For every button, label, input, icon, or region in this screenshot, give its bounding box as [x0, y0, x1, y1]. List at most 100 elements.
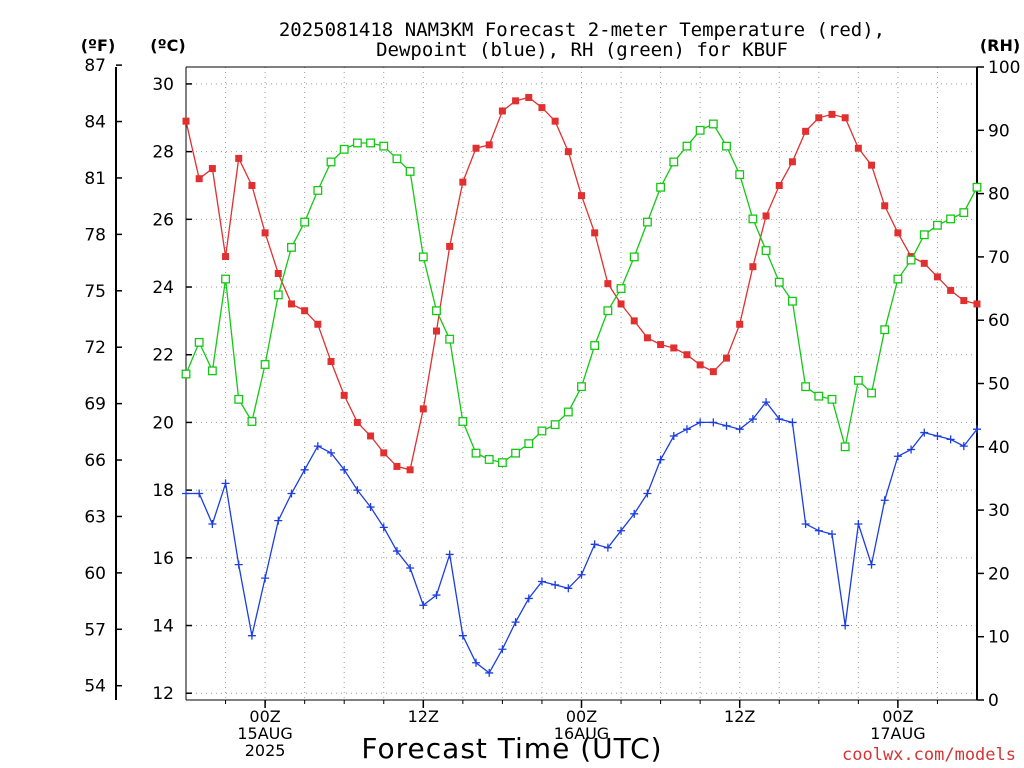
temperature-point	[683, 351, 691, 359]
rh-tick-label: 40	[988, 438, 1010, 458]
dewpoint-point	[261, 574, 270, 583]
rh-point	[590, 341, 600, 350]
dewpoint-point	[287, 489, 296, 498]
temperature-point	[432, 327, 440, 335]
rh-point	[787, 296, 797, 306]
dewpoint-point	[788, 418, 797, 427]
x-tick-label: 16AUG	[554, 724, 609, 743]
dewpoint-point	[537, 577, 546, 586]
temperature-point	[182, 117, 190, 125]
rh-point	[234, 394, 244, 404]
rh-point	[933, 220, 942, 230]
temperature-point	[340, 391, 348, 399]
temperature-point	[287, 300, 295, 308]
dewpoint-point	[524, 594, 533, 603]
grid-lines	[186, 67, 977, 700]
temperature-point	[736, 320, 744, 328]
rh-point	[537, 426, 547, 436]
rh-point	[247, 417, 257, 426]
dewpoint-point	[656, 455, 665, 464]
fahrenheit-tick-label: 54	[84, 677, 106, 697]
fahrenheit-tick-label: 81	[84, 169, 106, 189]
dewpoint-point	[511, 618, 520, 627]
rh-point	[880, 325, 890, 335]
temperature-point	[248, 181, 256, 189]
temperature-point	[802, 127, 810, 135]
dewpoint-point	[208, 519, 217, 528]
dewpoint-point	[735, 425, 744, 434]
dewpoint-point	[801, 519, 810, 528]
temperature-point	[327, 357, 335, 365]
rh-tick-label: 50	[988, 375, 1010, 395]
credit-link[interactable]: coolwx.com/models	[842, 745, 1016, 765]
temperature-point	[617, 300, 625, 308]
rh-point	[379, 141, 389, 151]
temperature-point	[472, 144, 480, 152]
temperature-point	[564, 148, 572, 156]
rh-point	[221, 274, 230, 284]
rh-point	[853, 375, 863, 385]
temperature-point	[274, 269, 282, 277]
rh-point	[405, 166, 415, 176]
rh-point	[959, 208, 969, 218]
temperature-point	[630, 317, 638, 325]
rh-point	[656, 182, 666, 192]
dewpoint-point	[893, 452, 902, 461]
rh-point	[629, 252, 639, 262]
temperature-point	[854, 144, 862, 152]
temperature-point	[367, 432, 375, 440]
dewpoint-point	[432, 591, 441, 600]
rh-point	[287, 242, 296, 252]
rh-point	[181, 369, 191, 379]
temperature-point	[578, 192, 585, 200]
temperature-point	[195, 175, 203, 183]
rh-point	[194, 337, 204, 347]
rh-point	[642, 217, 652, 227]
rh-point	[326, 157, 336, 167]
temperature-point	[723, 354, 731, 362]
temperature-point	[788, 158, 796, 166]
dewpoint-point	[920, 428, 929, 437]
celsius-tick-label: 20	[152, 413, 174, 433]
celsius-tick-label: 26	[152, 210, 174, 230]
rh-point	[695, 125, 705, 135]
temperature-point	[301, 307, 309, 315]
temperature-point	[920, 259, 928, 267]
dewpoint-point	[498, 645, 507, 654]
celsius-tick-label: 24	[152, 278, 174, 298]
temperature-point	[591, 229, 599, 237]
celsius-tick-label: 28	[152, 143, 174, 163]
dewpoint-point	[551, 580, 560, 589]
celsius-tick-label: 16	[152, 549, 174, 569]
dewpoint-point	[340, 465, 349, 474]
rh-point	[814, 391, 824, 401]
dewpoint-point	[907, 445, 916, 454]
rh-point	[563, 407, 573, 417]
dewpoint-point	[682, 425, 691, 434]
fahrenheit-tick-label: 63	[84, 507, 106, 527]
dewpoint-point	[445, 550, 454, 559]
rh-point	[550, 420, 560, 430]
dewpoint-point	[946, 435, 955, 444]
rh-point	[471, 448, 481, 458]
temperature-point	[380, 449, 388, 457]
fahrenheit-tick-label: 66	[84, 451, 106, 471]
temperature-point	[841, 114, 849, 122]
rh-point	[366, 138, 376, 148]
dewpoint-point	[221, 479, 230, 488]
fahrenheit-tick-label: 57	[84, 620, 106, 640]
rh-point	[708, 119, 718, 129]
celsius-axis-unit: (ºC)	[150, 36, 185, 55]
rh-point	[418, 252, 428, 262]
fahrenheit-tick-label: 75	[84, 282, 106, 302]
temperature-point	[314, 320, 322, 328]
temperature-point	[446, 242, 454, 250]
temperature-point	[261, 229, 269, 237]
rh-point	[840, 442, 850, 452]
rh-tick-label: 70	[988, 248, 1010, 268]
temperature-point	[222, 253, 230, 261]
dewpoint-point	[722, 421, 731, 430]
dewpoint-point	[247, 631, 256, 640]
temperature-point	[709, 368, 717, 376]
